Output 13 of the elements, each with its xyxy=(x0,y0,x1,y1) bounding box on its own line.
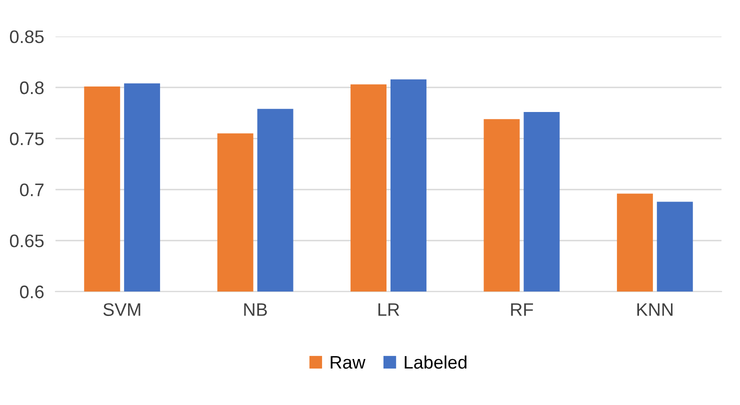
x-tick-label: NB xyxy=(244,303,267,316)
x-tick-label: RF xyxy=(511,303,534,316)
y-tick-label: 0.7 xyxy=(20,183,44,196)
legend-label: Labeled xyxy=(404,355,466,369)
y-tick-label: 0.6 xyxy=(20,286,44,298)
x-tick-label: SVM xyxy=(103,303,140,316)
x-tick-label: LR xyxy=(378,303,400,316)
y-tick-label: 0.85 xyxy=(10,30,44,44)
legend-label: Raw xyxy=(330,356,366,369)
y-tick-label: 0.8 xyxy=(20,81,44,94)
y-tick-label: 0.75 xyxy=(10,132,44,146)
x-tick-label: KNN xyxy=(637,303,672,316)
y-tick-label: 0.65 xyxy=(10,234,44,248)
